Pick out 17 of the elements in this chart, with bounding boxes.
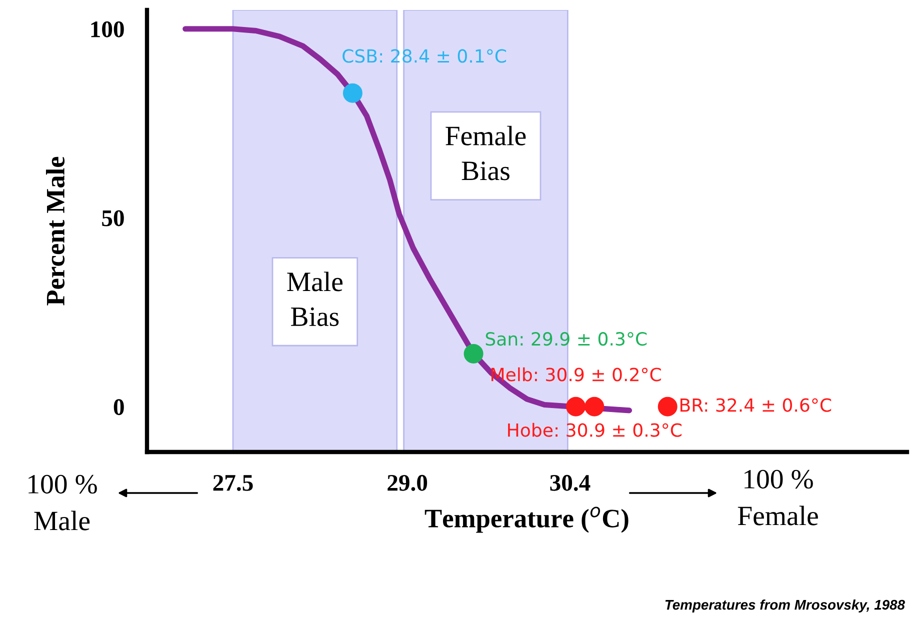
annotation: Hobe: 30.9 ± 0.3°C bbox=[508, 422, 682, 437]
x-tick-label: 27.5 bbox=[213, 474, 253, 491]
y-tick-label: 100 bbox=[91, 21, 124, 38]
annotation: CSB: 28.4 ± 0.1°C bbox=[342, 49, 506, 63]
annotation: San: 29.9 ± 0.3°C bbox=[486, 332, 647, 346]
text: Temperatures from Mrosovsky, 1988 bbox=[665, 600, 905, 612]
y-axis-title: Percent Male bbox=[46, 156, 65, 306]
band-label: Female Bias bbox=[446, 126, 526, 180]
band-label: Male Bias bbox=[287, 272, 342, 326]
text: 100 % Female bbox=[738, 470, 818, 526]
x-axis-title: Temperature ($^{o}$C) bbox=[424, 506, 628, 533]
x-tick-label: 29.0 bbox=[388, 474, 428, 491]
annotation: BR: 32.4 ± 0.6°C bbox=[680, 398, 832, 412]
y-tick-label: 50 bbox=[102, 210, 124, 226]
text: 100 % Male bbox=[28, 474, 97, 530]
x-tick-label: 30.4 bbox=[550, 474, 590, 491]
y-tick-label: 0 bbox=[114, 399, 124, 416]
